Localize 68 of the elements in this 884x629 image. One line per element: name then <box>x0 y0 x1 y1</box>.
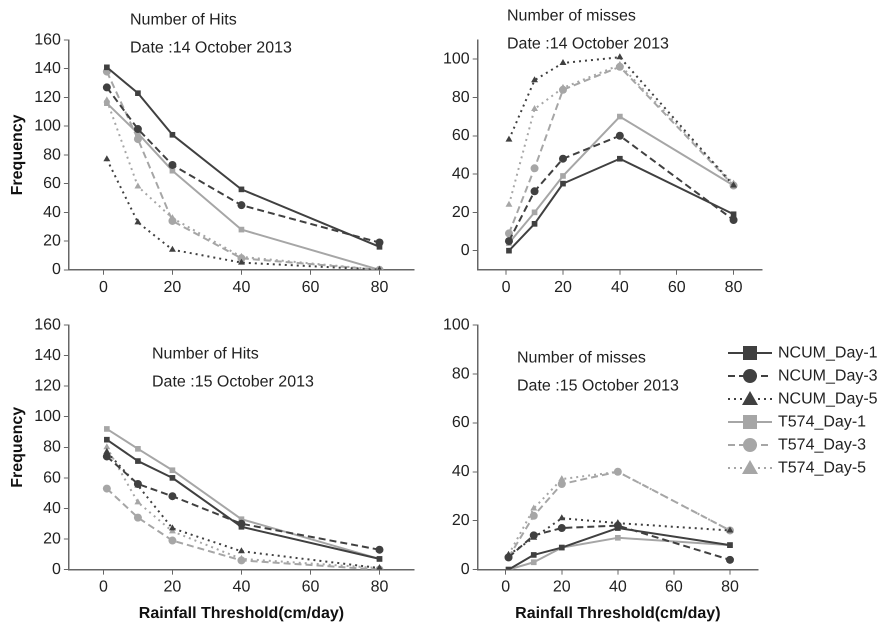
y-tick-label: 0 <box>52 561 61 578</box>
legend-label: T574_Day-1 <box>778 413 866 430</box>
y-tick-label: 160 <box>34 316 61 334</box>
y-axis-title: Frequency <box>9 406 26 488</box>
y-tick-label: 80 <box>452 88 470 106</box>
x-tick-label: 40 <box>232 278 250 296</box>
chart-subtitle: Date :14 October 2013 <box>507 35 669 52</box>
y-tick-label: 60 <box>43 175 61 192</box>
y-tick-label: 80 <box>43 438 61 456</box>
x-tick-label: 20 <box>554 278 572 296</box>
legend-label: T574_Day-3 <box>778 436 866 454</box>
x-tick-label: 60 <box>302 278 320 296</box>
x-tick-label: 0 <box>502 278 511 296</box>
y-tick-label: 100 <box>34 118 61 135</box>
x-tick-label: 40 <box>232 578 250 596</box>
legend-label: NCUM_Day-3 <box>778 367 878 384</box>
x-tick-label: 60 <box>665 578 683 596</box>
y-tick-label: 40 <box>452 463 470 480</box>
y-tick-label: 40 <box>43 204 61 221</box>
y-tick-label: 120 <box>34 378 61 395</box>
x-axis-title: Rainfall Threshold(cm/day) <box>515 604 721 622</box>
y-tick-label: 20 <box>452 204 470 221</box>
y-tick-label: 140 <box>34 346 61 364</box>
y-tick-label: 20 <box>452 512 470 530</box>
x-tick-label: 0 <box>98 278 108 296</box>
x-tick-label: 0 <box>501 578 510 596</box>
y-tick-label: 80 <box>452 365 470 382</box>
legend-label: T574_Day-5 <box>778 459 866 476</box>
y-tick-label: 100 <box>34 408 61 426</box>
y-tick-label: 120 <box>34 88 61 106</box>
x-tick-label: 20 <box>164 578 182 596</box>
text: Number of Hits <box>152 345 259 362</box>
text: Number of misses <box>517 349 646 366</box>
y-tick-label: 20 <box>43 530 61 548</box>
y-tick-label: 100 <box>442 50 470 68</box>
x-tick-label: 60 <box>302 578 320 596</box>
x-axis-title: Rainfall Threshold(cm/day) <box>138 604 344 622</box>
legend-label: NCUM_Day-1 <box>778 344 878 362</box>
y-tick-label: 140 <box>34 60 61 78</box>
y-axis-title: Frequency <box>9 114 26 196</box>
y-tick-label: 0 <box>460 242 470 260</box>
x-tick-label: 0 <box>98 578 108 596</box>
y-tick-label: 0 <box>460 561 470 578</box>
x-tick-label: 20 <box>164 278 182 296</box>
y-tick-label: 20 <box>43 232 61 250</box>
x-tick-label: 40 <box>610 278 629 296</box>
y-tick-label: 160 <box>34 31 61 48</box>
chart-title: Number of misses <box>507 7 636 24</box>
y-tick-label: 60 <box>452 127 470 144</box>
x-tick-label: 80 <box>370 278 388 296</box>
y-tick-label: 60 <box>43 469 61 486</box>
legend-label: NCUM_Day-5 <box>778 390 878 408</box>
text: Date :15 October 2013 <box>517 377 679 394</box>
y-tick-label: 0 <box>52 261 61 278</box>
x-tick-label: 40 <box>608 578 627 596</box>
text: Date :15 October 2013 <box>152 373 314 390</box>
chart-title: Number of Hits <box>130 11 237 28</box>
x-tick-label: 60 <box>668 278 686 296</box>
y-tick-label: 40 <box>43 500 61 517</box>
y-tick-label: 40 <box>452 165 470 182</box>
y-tick-label: 80 <box>43 146 61 164</box>
x-tick-label: 20 <box>552 578 571 596</box>
x-tick-label: 80 <box>724 278 743 296</box>
y-tick-label: 100 <box>442 316 470 334</box>
x-tick-label: 80 <box>370 578 388 596</box>
x-tick-label: 80 <box>721 578 739 596</box>
y-tick-label: 60 <box>452 414 470 432</box>
chart-subtitle: Date :14 October 2013 <box>130 39 292 56</box>
